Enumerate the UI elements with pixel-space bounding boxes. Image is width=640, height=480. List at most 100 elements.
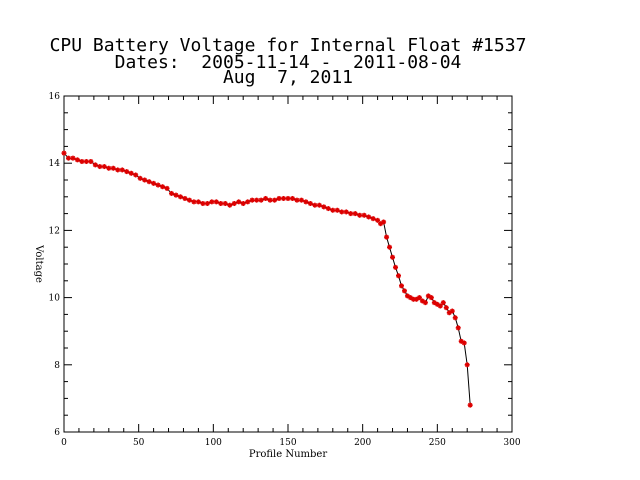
point-stroke [441, 300, 446, 305]
point-stroke [272, 197, 277, 203]
point-stroke [263, 196, 268, 201]
data-point [254, 197, 260, 203]
point-stroke [366, 214, 371, 220]
data-point [422, 300, 428, 306]
point-stroke [453, 315, 458, 320]
point-stroke [326, 206, 331, 211]
point-stroke [155, 182, 161, 188]
data-point [83, 159, 89, 165]
data-point [276, 195, 282, 201]
data-point [461, 340, 467, 346]
data-point [115, 167, 121, 173]
point-stroke [399, 283, 404, 289]
data-point [213, 199, 219, 205]
x-tick-label: 300 [503, 438, 520, 448]
data-point [146, 179, 152, 185]
point-stroke [308, 201, 313, 206]
y-tick-label: 16 [49, 92, 61, 102]
data-series [61, 150, 473, 408]
data-point [455, 325, 461, 331]
point-stroke [191, 199, 197, 205]
data-point [231, 201, 237, 207]
plot-frame [63, 95, 513, 433]
point-stroke [432, 300, 437, 305]
data-point [101, 164, 107, 170]
point-stroke [281, 196, 286, 201]
point-stroke [426, 293, 431, 299]
point-stroke [70, 155, 76, 161]
point-stroke [232, 201, 237, 206]
point-stroke [375, 218, 380, 223]
point-stroke [106, 166, 112, 171]
y-tick-label: 6 [54, 428, 60, 438]
data-point [240, 201, 246, 207]
data-point [222, 201, 228, 207]
data-point [464, 362, 470, 368]
data-point [164, 185, 170, 191]
data-point [307, 201, 313, 207]
data-point [124, 169, 130, 175]
data-point [218, 201, 224, 207]
data-point [285, 195, 291, 201]
point-stroke [66, 155, 71, 161]
point-stroke [381, 219, 386, 225]
data-point [92, 162, 98, 168]
data-point [384, 234, 390, 240]
data-point [88, 159, 94, 165]
point-stroke [205, 201, 210, 206]
data-point [137, 175, 143, 181]
data-point [443, 305, 449, 311]
data-point [249, 197, 255, 203]
point-stroke [151, 181, 156, 186]
data-point [348, 211, 354, 217]
data-point [169, 190, 175, 196]
point-stroke [218, 201, 224, 206]
data-point [452, 315, 458, 321]
point-stroke [303, 199, 309, 205]
point-stroke [133, 172, 138, 178]
point-stroke [249, 197, 255, 203]
point-stroke [290, 196, 295, 201]
point-stroke [214, 199, 219, 205]
chart-title-line-2: Dates: 2005-11-14 - 2011-08-04 [114, 52, 462, 73]
point-stroke [240, 201, 246, 206]
data-point [106, 165, 112, 171]
data-point [398, 283, 404, 289]
point-stroke [357, 213, 362, 218]
y-tick-label: 12 [49, 226, 60, 236]
x-tick-label: 200 [354, 438, 371, 448]
data-point [401, 288, 407, 294]
data-point [258, 197, 264, 203]
data-point [263, 195, 269, 201]
data-point [339, 209, 345, 215]
data-point [133, 172, 139, 178]
point-stroke [236, 199, 241, 205]
x-tick-label: 0 [61, 438, 67, 448]
point-stroke [456, 325, 461, 331]
data-point [325, 206, 331, 212]
point-stroke [169, 191, 174, 196]
point-stroke [396, 273, 401, 278]
point-stroke [61, 150, 67, 156]
data-point [200, 201, 206, 207]
point-stroke [402, 288, 407, 294]
point-stroke [408, 295, 413, 300]
point-stroke [227, 202, 232, 208]
data-point [281, 195, 287, 201]
data-point [245, 199, 251, 205]
point-stroke [254, 197, 259, 203]
data-point [361, 212, 367, 218]
point-stroke [120, 167, 125, 173]
point-stroke [335, 208, 340, 213]
point-stroke [84, 159, 89, 164]
point-stroke [450, 308, 455, 314]
point-stroke [384, 234, 389, 240]
point-stroke [393, 265, 398, 270]
point-stroke [387, 244, 392, 250]
data-point [227, 202, 233, 208]
point-stroke [461, 340, 467, 346]
point-stroke [330, 208, 336, 213]
data-point [330, 207, 336, 213]
point-stroke [173, 192, 179, 198]
